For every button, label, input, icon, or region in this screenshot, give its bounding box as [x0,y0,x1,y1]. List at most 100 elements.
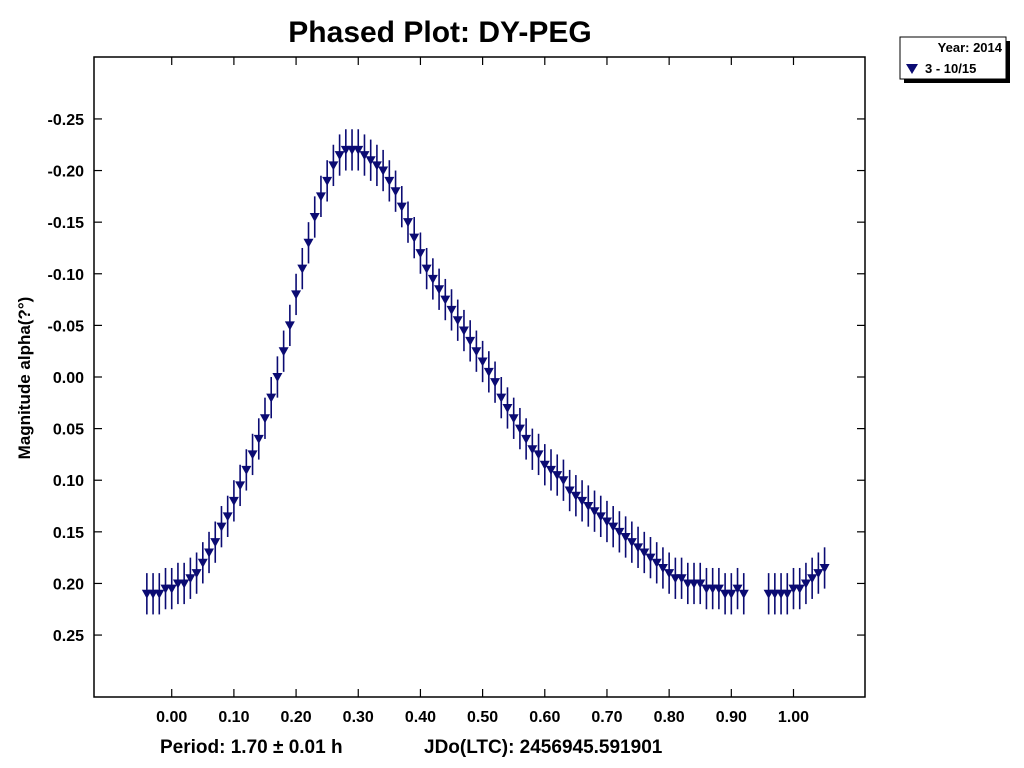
data-point [222,512,233,522]
x-tick-label: 0.60 [529,709,560,726]
data-point [322,176,333,186]
data-point [502,403,513,413]
data-point [552,471,563,481]
data-point [241,465,252,475]
data-point [371,161,382,171]
legend-box [899,36,1007,80]
data-point [527,445,538,455]
data-point [154,589,165,599]
data-point [266,393,277,403]
data-points [141,145,830,599]
data-point [216,522,227,532]
data-point [191,569,202,579]
x-tick-label: 0.80 [654,709,685,726]
x-tick-label: 0.70 [591,709,622,726]
data-point [179,579,190,589]
data-point [440,295,451,305]
x-tick-label: 0.00 [156,709,187,726]
data-point [819,563,830,573]
data-point [626,538,637,548]
data-point [496,393,507,403]
data-point [807,574,818,584]
data-point [583,502,594,512]
data-point [645,553,656,563]
data-point [695,579,706,589]
y-tick-label: 0.15 [53,525,84,542]
data-point [204,548,215,558]
data-point [452,316,463,326]
x-tick-label: 1.00 [778,709,809,726]
data-point [794,584,805,594]
data-point [197,558,208,568]
data-point [738,589,749,599]
data-point [253,434,264,444]
data-point [639,548,650,558]
data-point [315,192,326,202]
data-point [564,486,575,496]
x-tick-label: 0.90 [716,709,747,726]
data-point [378,166,389,176]
data-point [477,357,488,367]
data-point [595,512,606,522]
data-point [309,213,320,222]
data-point [359,151,370,161]
data-point [601,517,612,527]
y-tick-label: -0.20 [48,164,85,181]
data-point [247,450,258,460]
y-tick-label: 0.20 [53,576,84,593]
legend-marker [906,64,918,74]
legend: Year: 2014 3 - 10/15 [899,36,1010,83]
data-point [185,574,196,584]
data-point [589,507,600,517]
data-point [365,156,376,166]
data-point [577,496,588,506]
y-tick-label: -0.15 [48,215,85,232]
data-point [458,326,469,336]
data-point [558,476,569,486]
data-point [259,414,270,424]
data-point [813,569,824,579]
data-point [297,264,308,274]
data-point [465,336,476,346]
y-tick-label: 0.10 [53,473,84,490]
data-point [272,373,283,382]
data-point [713,584,724,594]
data-point [676,574,687,584]
data-point [409,233,420,243]
x-tick-label: 0.20 [281,709,312,726]
data-point [483,367,494,377]
data-point [657,563,668,573]
y-axis-label: Magnitude alpha(?°) [15,297,34,460]
data-point [732,584,743,594]
data-point [421,264,432,274]
x-axis: 0.00 0.10 0.20 0.30 0.40 0.50 0.60 0.70 0.80 0.90… [156,57,809,726]
data-point [521,434,532,444]
data-point [726,589,737,599]
y-tick-label: -0.05 [48,318,85,335]
data-point [353,145,364,155]
data-point [651,558,662,568]
legend-entry-label: 3 - 10/15 [925,61,976,76]
data-point [508,414,519,424]
x-tick-label: 0.50 [467,709,498,726]
x-tick-label: 0.10 [218,709,249,726]
data-point [390,187,401,197]
data-point [166,584,177,594]
y-tick-label: 0.00 [53,370,84,387]
data-point [490,378,501,388]
data-point [278,347,289,357]
y-tick-label: 0.05 [53,422,84,439]
data-point [514,424,525,434]
data-point [446,305,457,315]
data-point [546,465,557,475]
data-point [402,218,413,228]
data-point [570,491,581,501]
y-tick-label: -0.10 [48,267,85,284]
data-point [427,274,438,284]
data-point [328,161,339,171]
data-point [633,543,644,553]
y-tick-label: -0.25 [48,112,85,129]
data-point [235,481,246,491]
data-point [533,450,544,460]
